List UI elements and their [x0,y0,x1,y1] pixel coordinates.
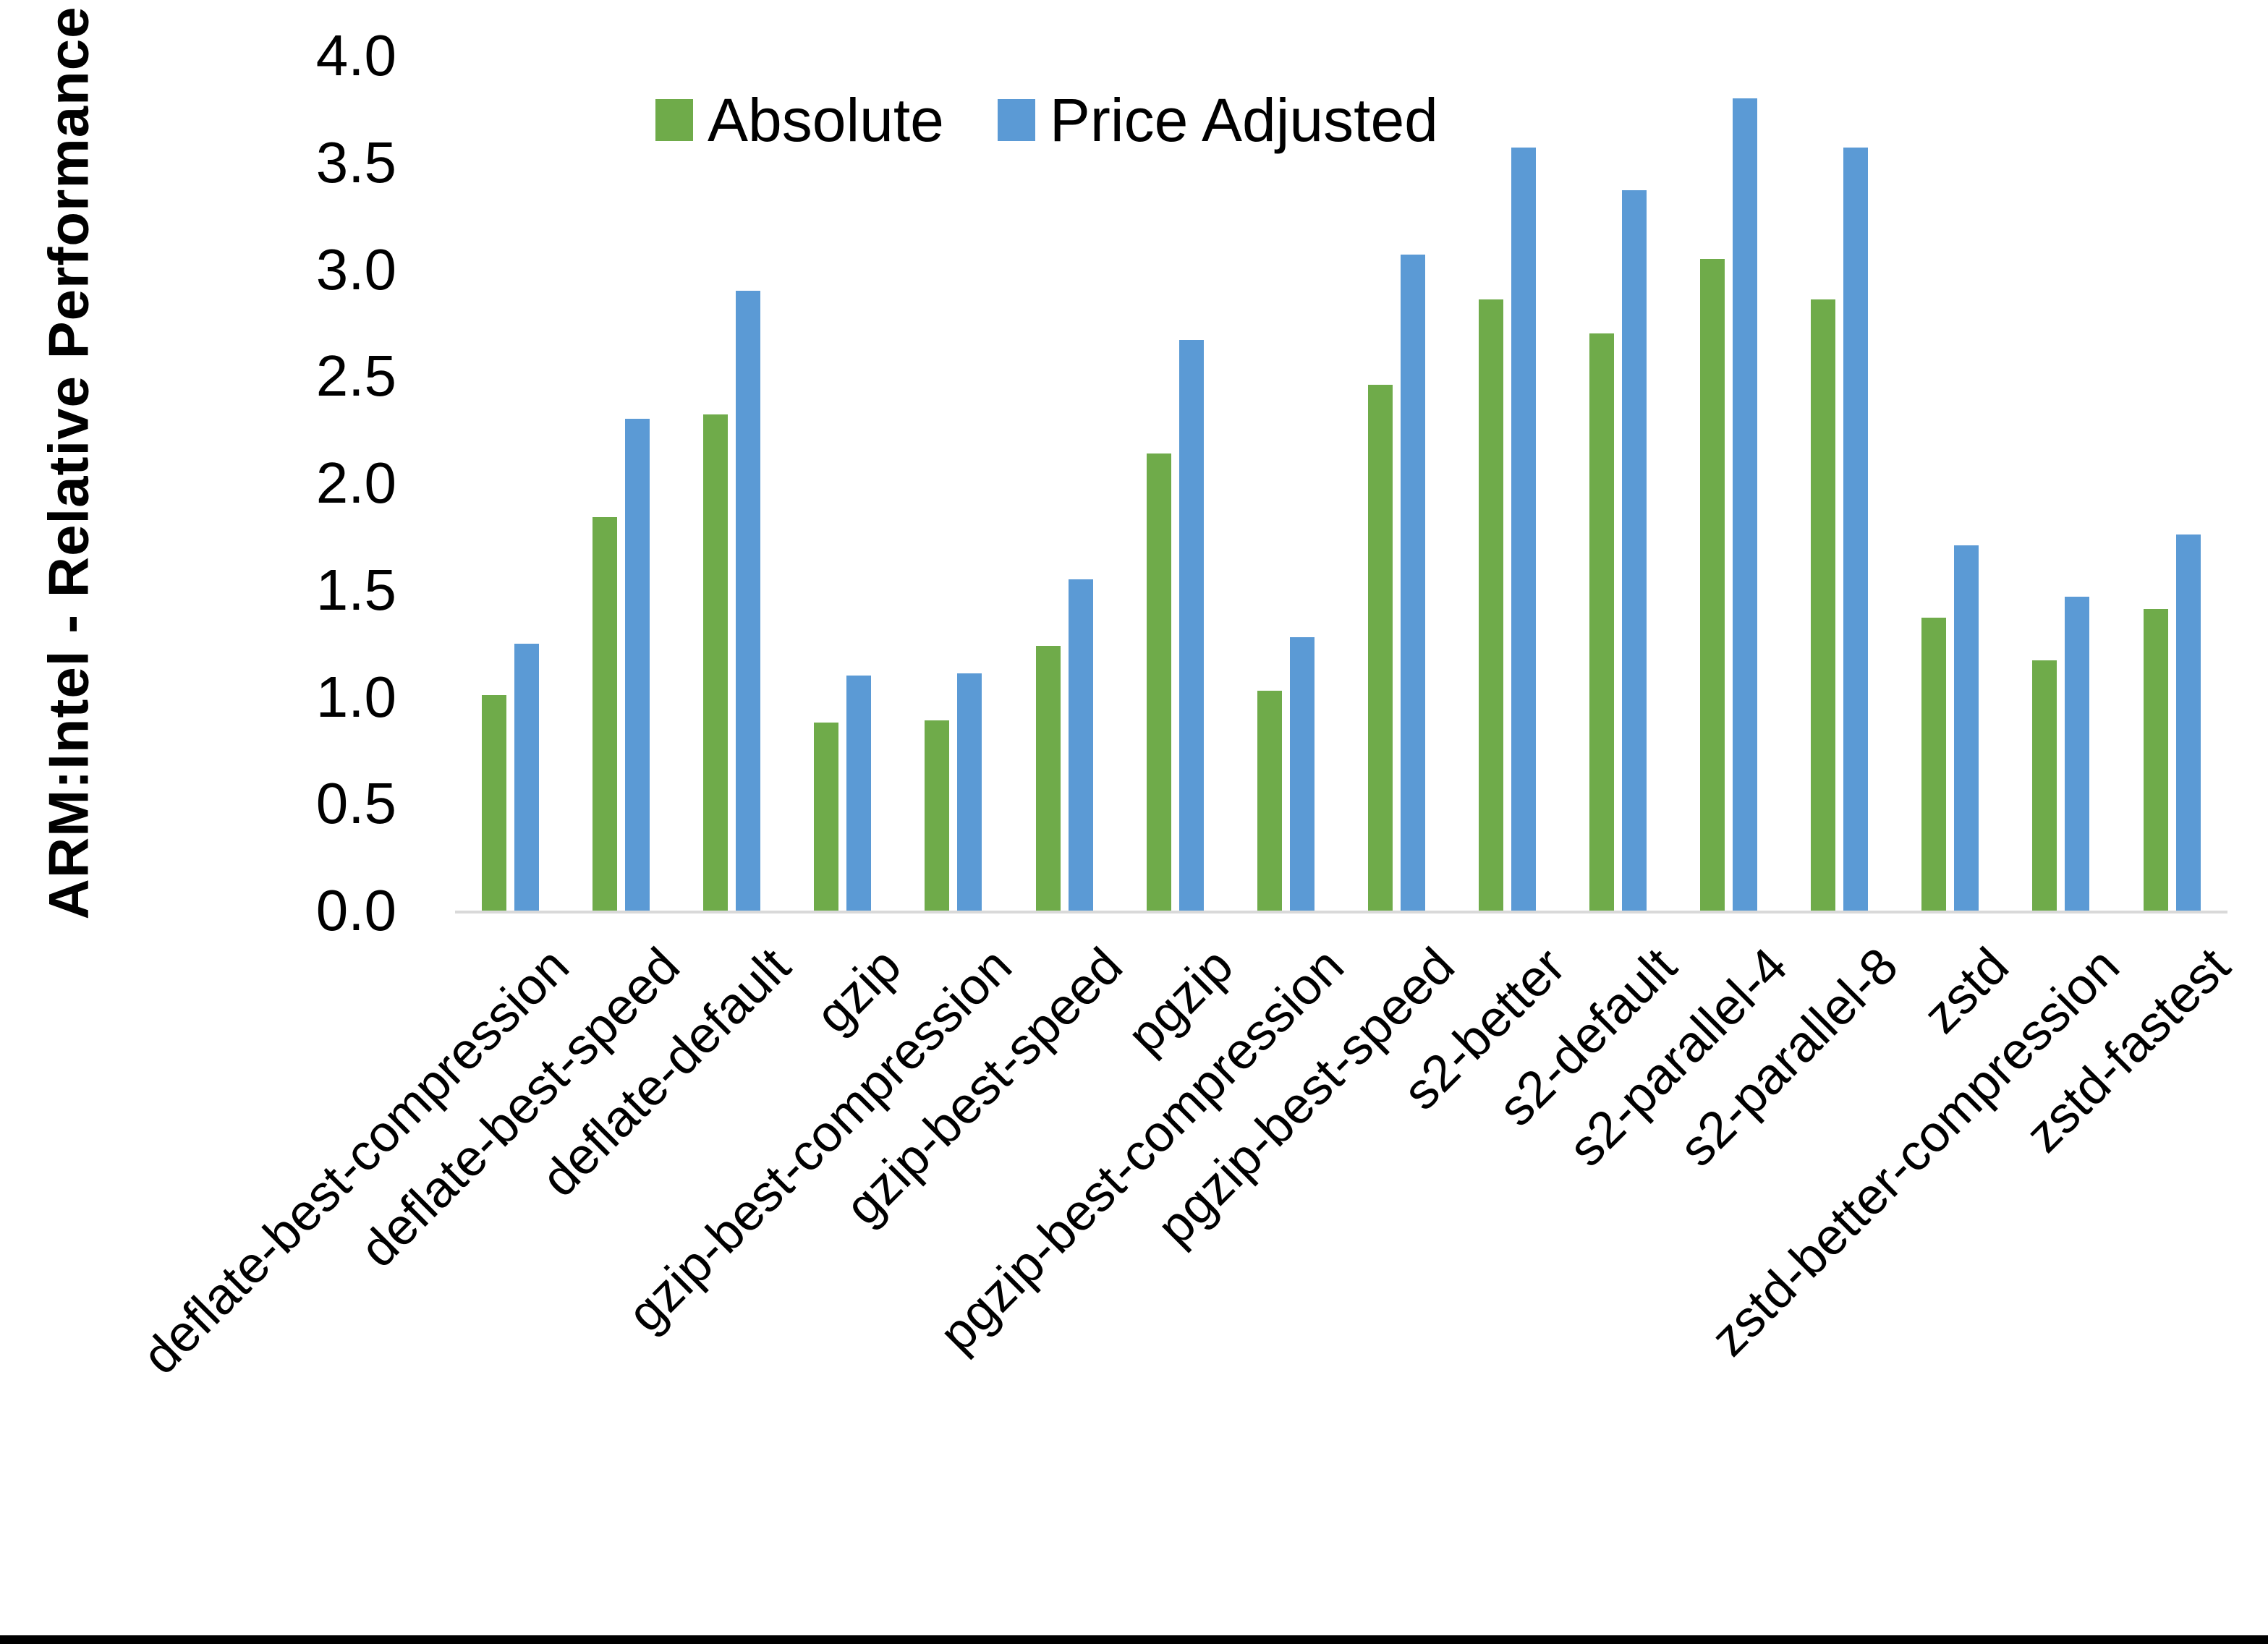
bar-absolute [1921,618,1947,911]
y-axis-tick-label: 2.5 [315,344,396,409]
bar-price-adjusted [1400,254,1425,911]
bar-price-adjusted [625,419,650,911]
bar-price-adjusted [1733,98,1758,911]
y-axis-tick-label: 1.5 [315,557,396,622]
legend-label-absolute: Absolute [708,86,944,154]
bar-price-adjusted [1289,636,1314,911]
bar-absolute [1589,333,1615,911]
bar-absolute [593,517,618,911]
bar-price-adjusted [846,675,872,911]
legend-item-price-adjusted: Price Adjusted [997,86,1438,154]
bar-absolute [814,722,839,911]
bar-price-adjusted [1178,340,1204,911]
bar-price-adjusted [2065,596,2090,911]
y-axis-tick-label: 3.0 [315,237,396,302]
bar-price-adjusted [736,291,761,911]
bar-absolute [1146,453,1171,911]
legend-item-absolute: Absolute [655,90,944,150]
bar-price-adjusted [1068,579,1093,911]
bar-price-adjusted [957,673,982,911]
y-axis-title: ARM:Intel - Relative Performance [36,6,101,920]
y-axis-tick-label: 2.0 [315,451,396,515]
x-axis-line [455,911,2227,913]
bar-price-adjusted [514,643,540,911]
y-axis-tick-label: 1.0 [315,664,396,729]
legend-swatch-price-adjusted [997,99,1035,141]
bar-absolute [482,694,507,911]
y-axis-tick-label: 3.5 [315,129,396,195]
bottom-border-bar [0,1635,2268,1644]
chart-legend: Absolute Price Adjusted [655,90,1438,150]
bar-price-adjusted [2175,534,2201,911]
bar-absolute [1811,299,1836,911]
bar-price-adjusted [1954,545,1979,911]
y-axis-tick-label: 4.0 [315,23,396,88]
bar-absolute [2143,609,2168,911]
legend-swatch-absolute [655,99,693,141]
bar-price-adjusted [1622,190,1647,911]
bar-absolute [1257,690,1282,911]
bar-absolute [2032,660,2057,911]
bar-absolute [925,720,950,911]
bar-price-adjusted [1511,148,1536,911]
bar-absolute [1478,299,1503,911]
y-axis-tick-label: 0.5 [315,771,396,836]
bar-absolute [1700,258,1725,911]
bar-absolute [1367,385,1393,911]
y-axis-tick-label: 0.0 [315,878,396,942]
bar-absolute [703,414,729,911]
legend-label-price-adjusted: Price Adjusted [1049,86,1438,154]
bar-price-adjusted [1843,148,1869,911]
bar-absolute [1035,645,1061,911]
